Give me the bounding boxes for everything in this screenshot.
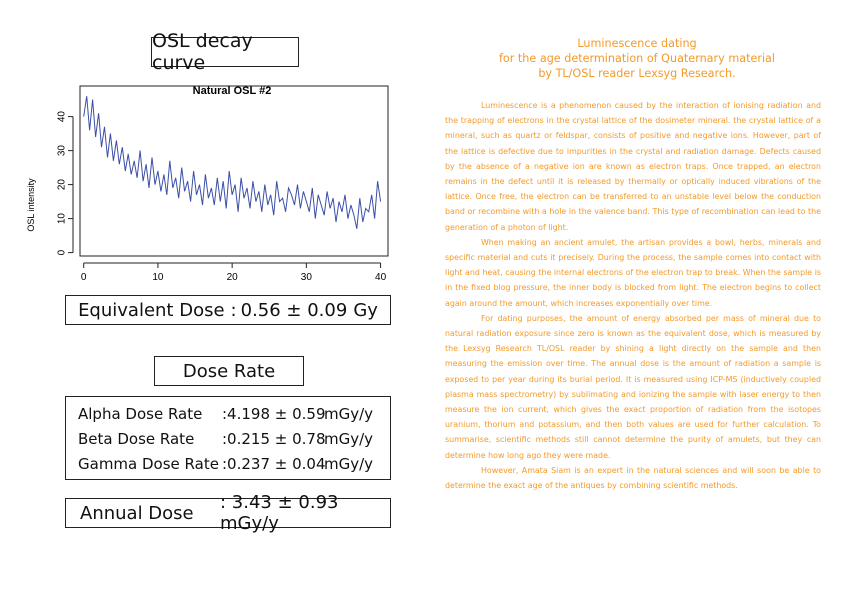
osl-decay-curve-title: OSL decay curve — [151, 30, 299, 74]
x-tick-label: 20 — [227, 272, 239, 283]
dose-rate-title-text: Dose Rate — [182, 360, 276, 382]
x-tick-label: 0 — [81, 272, 87, 283]
equivalent-dose-unit: Gy — [353, 299, 378, 321]
x-tick-label: 10 — [152, 272, 164, 283]
article-paragraph: Luminescence is a phenomenon caused by t… — [445, 101, 821, 232]
equivalent-dose-label: Equivalent Dose — [78, 299, 225, 321]
y-tick-label: 30 — [57, 145, 68, 157]
dose-rate-unit: mGy/y — [324, 430, 374, 448]
dose-rate-value: :0.215 ± 0.78 — [222, 430, 326, 448]
article-title: Luminescence dating for the age determin… — [452, 36, 822, 81]
y-axis: 0 10 20 30 40 — [57, 111, 74, 255]
equivalent-dose-box: Equivalent Dose : 0.56 ± 0.09 Gy — [65, 295, 391, 325]
osl-series-line — [83, 96, 382, 229]
dose-rate-value: :0.237 ± 0.04 — [222, 455, 326, 473]
annual-dose-box: Annual Dose : 3.43 ± 0.93 mGy/y — [65, 492, 391, 534]
equivalent-dose-separator: : — [230, 299, 237, 321]
dose-rate-name: Gamma Dose Rate — [78, 455, 219, 473]
article-paragraph: For dating purposes, the amount of energ… — [445, 313, 821, 460]
equivalent-dose-value: 0.56 ± 0.09 — [240, 299, 348, 321]
annual-dose-value: : 3.43 ± 0.93 mGy/y — [220, 492, 339, 534]
dose-rate-value: :4.198 ± 0.59 — [222, 405, 326, 423]
y-tick-label: 0 — [57, 249, 68, 255]
dose-rate-name: Beta Dose Rate — [78, 430, 195, 448]
dose-rate-name: Alpha Dose Rate — [78, 405, 203, 423]
article-paragraph: However, Amata Siam is an expert in the … — [445, 465, 821, 491]
osl-decay-curve-title-text: OSL decay curve — [152, 30, 253, 74]
annual-dose-label: Annual Dose — [80, 502, 194, 524]
article-title-line: by TL/OSL reader Lexsyg Research. — [538, 67, 736, 80]
y-tick-label: 40 — [57, 111, 68, 123]
dose-rate-unit: mGy/y — [324, 405, 374, 423]
osl-decay-chart: Natural OSL #2 OSL intensity 0 10 20 30 40 0… — [26, 85, 389, 283]
x-axis: 0 10 20 30 40 — [81, 262, 387, 283]
dose-rate-title: Dose Rate — [154, 356, 304, 386]
y-tick-label: 10 — [57, 213, 68, 225]
dose-rates-box: Alpha Dose Rate :4.198 ± 0.59 mGy/y Beta… — [65, 396, 391, 480]
article-title-line: for the age determination of Quaternary … — [498, 52, 776, 65]
chart-title: Natural OSL #2 — [193, 85, 272, 97]
chart-ylabel: OSL intensity — [26, 178, 36, 232]
x-tick-label: 40 — [375, 272, 387, 283]
article-title-line: Luminescence dating — [577, 37, 697, 50]
x-tick-label: 30 — [301, 272, 313, 283]
dose-rate-unit: mGy/y — [324, 455, 374, 473]
chart-plot-frame — [79, 85, 389, 257]
article-paragraph: When making an ancient amulet, the artis… — [445, 237, 821, 308]
article-body: Luminescence is a phenomenon caused by t… — [445, 98, 821, 493]
y-tick-label: 20 — [57, 179, 68, 191]
